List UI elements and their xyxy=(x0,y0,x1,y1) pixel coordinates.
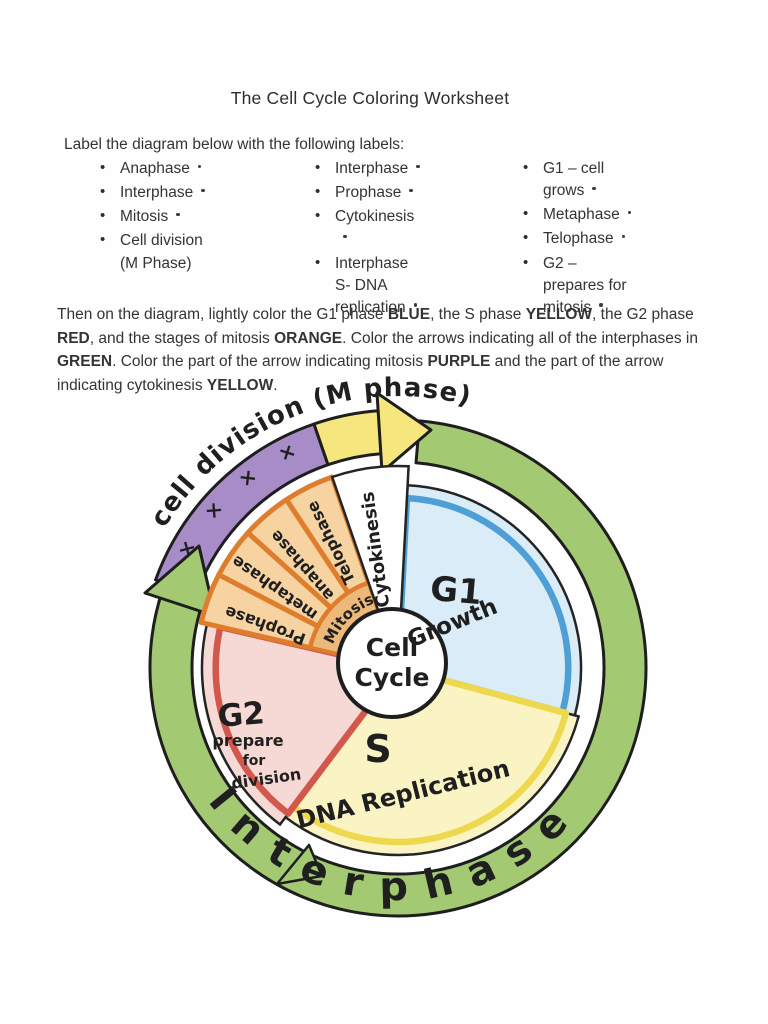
center-label-line2: Cycle xyxy=(355,663,430,692)
label-item: Anaphase xyxy=(95,157,217,180)
coloring-instructions: Then on the diagram, lightly color the G… xyxy=(57,306,698,394)
label-text: G1 – cell grows xyxy=(543,160,605,200)
label-item: Cytokinesis xyxy=(310,205,422,250)
s-label: S xyxy=(364,727,391,771)
label-item: Cell division (M Phase) xyxy=(95,229,217,274)
label-text: Metaphase xyxy=(543,206,631,223)
label-text: Telophase xyxy=(543,230,625,247)
label-text: Anaphase xyxy=(120,160,201,177)
label-item: Telophase xyxy=(518,227,636,250)
g2-label: G2 xyxy=(216,695,266,735)
label-text: Interphase xyxy=(335,160,420,177)
label-list-2: Interphase Prophase Cytokinesis Interpha… xyxy=(310,157,422,321)
g2-sub2-label: for xyxy=(243,753,266,769)
label-text: Cell division (M Phase) xyxy=(120,232,203,272)
instructions-lead: Label the diagram below with the followi… xyxy=(64,136,405,153)
g1-label: G1 xyxy=(429,569,484,613)
ring-start-notch-icon xyxy=(275,843,324,886)
label-item: Interphase xyxy=(310,157,422,180)
label-text: Cytokinesis xyxy=(335,208,414,247)
g1-wedge-accent xyxy=(394,494,572,716)
interphase-ring-arrow xyxy=(148,419,648,918)
label-item: G2 – prepares for mitosis xyxy=(518,252,636,319)
label-item: Interphase S- DNA replication xyxy=(310,252,422,319)
interphase-arrowhead-icon xyxy=(143,544,217,618)
label-list-3: G1 – cell grows Metaphase Telophase G2 –… xyxy=(518,157,636,321)
label-item: Mitosis xyxy=(95,205,217,228)
center-label-line1: Cell xyxy=(366,633,418,662)
label-text: Interphase S- DNA replication xyxy=(335,255,417,316)
page-title: The Cell Cycle Coloring Worksheet xyxy=(230,88,510,108)
g2-sub1-label: prepare xyxy=(212,731,283,750)
label-item: Prophase xyxy=(310,181,422,204)
label-text: Prophase xyxy=(335,184,413,201)
label-text: Mitosis xyxy=(120,208,180,225)
label-text: G2 – prepares for mitosis xyxy=(543,254,627,316)
label-text: Interphase xyxy=(120,184,205,201)
mphase-arrowhead-icon xyxy=(375,391,433,474)
s-wedge-accent xyxy=(290,664,570,846)
g2-wedge-accent xyxy=(212,623,402,817)
label-item: G1 – cell grows xyxy=(518,157,636,202)
center-circle xyxy=(336,607,448,719)
cell-cycle-diagram: cell division (M phase) × × × × Interpha… xyxy=(143,373,648,918)
label-item: Metaphase xyxy=(518,203,636,226)
label-item: Interphase xyxy=(95,181,217,204)
cytokinesis-arrow-yellow-segment xyxy=(312,408,389,467)
label-list-1: Anaphase Interphase Mitosis Cell divisio… xyxy=(95,157,217,277)
